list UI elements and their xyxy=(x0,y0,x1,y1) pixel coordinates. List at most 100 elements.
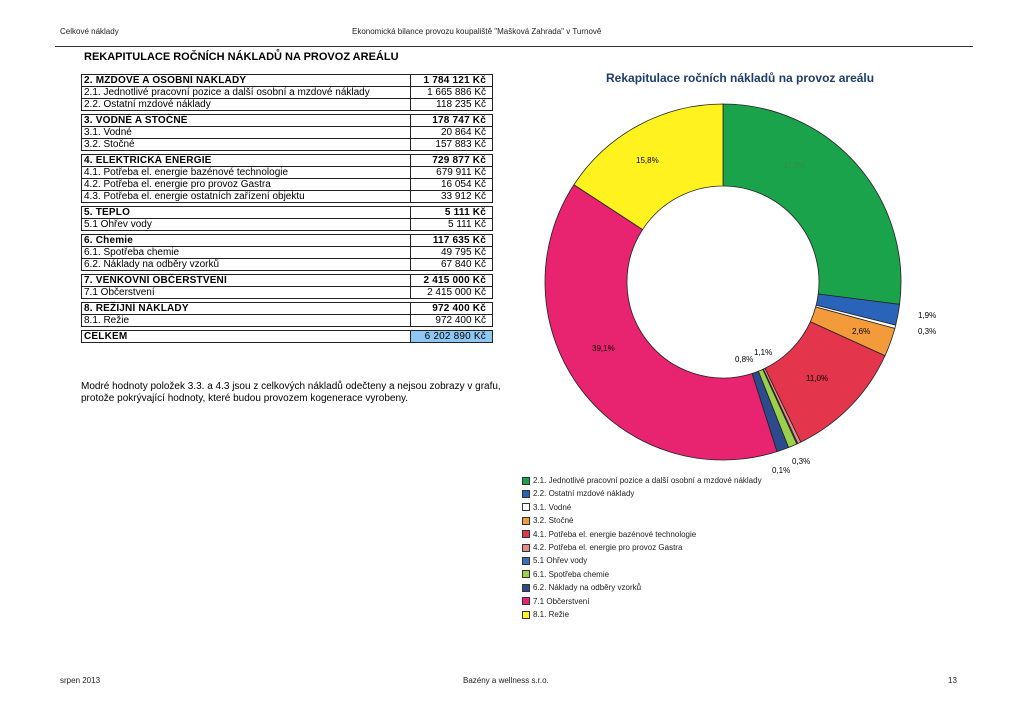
header-center-text: Ekonomická bilance provozu koupaliště "M… xyxy=(352,27,602,36)
row-label: 3.1. Vodné xyxy=(84,127,132,138)
cost-table: 2. MZDOVÉ A OSOBNÍ NÁKLADY 1 784 121 Kč 2.… xyxy=(81,74,493,343)
table-row: 2.2. Ostatní mzdové náklady 118 235 Kč xyxy=(82,99,492,111)
row-value: 20 864 Kč xyxy=(440,127,486,138)
row-value: 16 054 Kč xyxy=(440,179,486,190)
table-group-header: 8. REŽIJNÍ NÁKLADY 972 400 Kč xyxy=(82,303,492,315)
legend-swatch xyxy=(522,543,530,552)
legend-swatch xyxy=(522,570,530,579)
table-row: 6.2. Náklady na odběry vzorků 67 840 Kč xyxy=(82,259,492,271)
row-value: 2 415 000 Kč xyxy=(427,287,486,298)
legend-swatch xyxy=(522,610,530,619)
row-label: 6.1. Spotřeba chemie xyxy=(84,247,180,258)
row-label: 4.2. Potřeba el. energie pro provoz Gast… xyxy=(84,179,271,190)
table-row: 2.1. Jednotlivé pracovní pozice a další … xyxy=(82,87,492,99)
legend-swatch xyxy=(522,557,530,566)
table-group: 8. REŽIJNÍ NÁKLADY 972 400 Kč 8.1. Režie 97… xyxy=(81,302,493,327)
legend-label: 2.1. Jednotlivé pracovní pozice a další … xyxy=(533,476,762,485)
legend-swatch xyxy=(522,503,530,512)
row-value: 33 912 Kč xyxy=(440,191,486,202)
pie-slice-label: 1,9% xyxy=(918,311,936,320)
table-row: 6.1. Spotřeba chemie 49 795 Kč xyxy=(82,247,492,259)
pie-slice-label: 0,3% xyxy=(792,457,810,466)
table-group: 4. ELEKTRICKÁ ENERGIE 729 877 Kč 4.1. Potř… xyxy=(81,154,493,203)
table-row: 4.1. Potřeba el. energie bazénové techno… xyxy=(82,167,492,179)
legend-label: 7.1 Občerstvení xyxy=(533,596,590,606)
pie-slice xyxy=(722,103,902,305)
table-row: 5.1 Ohřev vody 5 111 Kč xyxy=(82,219,492,231)
legend-label: 4.2. Potřeba el. energie pro provoz Gast… xyxy=(533,542,683,552)
legend-item: 3.2. Stočné xyxy=(522,514,762,527)
pie-slice-label: 15,8% xyxy=(636,156,659,165)
table-row: 7.1 Občerstvení 2 415 000 Kč xyxy=(82,287,492,299)
legend-item: 4.2. Potřeba el. energie pro provoz Gast… xyxy=(522,541,762,554)
table-group-header: 7. VENKOVNÍ OBČERSTVENÍ 2 415 000 Kč xyxy=(82,275,492,287)
footer-date: srpen 2013 xyxy=(60,676,101,685)
pie-slice-label: 1,1% xyxy=(754,348,772,357)
row-label: 4.1. Potřeba el. energie bazénové techno… xyxy=(84,167,289,178)
row-value: 1 665 886 Kč xyxy=(427,87,486,98)
table-group-header: 5. TEPLO 5 111 Kč xyxy=(82,207,492,219)
pie-slice-label: 27,0% xyxy=(783,161,806,170)
legend-label: 8.1. Režie xyxy=(533,609,570,619)
header-rule xyxy=(55,46,973,47)
row-label: 7.1 Občerstvení xyxy=(84,287,155,298)
legend-label: 3.1. Vodné xyxy=(533,502,572,512)
row-value: 679 911 Kč xyxy=(436,167,486,178)
table-group-header: 2. MZDOVÉ A OSOBNÍ NÁKLADY 1 784 121 Kč xyxy=(82,75,492,87)
table-group: 2. MZDOVÉ A OSOBNÍ NÁKLADY 1 784 121 Kč 2.… xyxy=(81,74,493,111)
table-row: 4.3. Potřeba el. energie ostatních zaříz… xyxy=(82,191,492,203)
row-label: 8.1. Režie xyxy=(84,315,130,326)
legend-label: 6.2. Náklady na odběry vzorků xyxy=(533,583,642,593)
group-label: 6. Chemie xyxy=(84,235,134,246)
row-value: 972 400 Kč xyxy=(435,315,486,326)
row-value: 67 840 Kč xyxy=(440,259,486,270)
note-text: Modré hodnoty položek 3.3. a 4.3 jsou z … xyxy=(81,381,501,404)
legend-swatch xyxy=(522,597,530,606)
legend-swatch xyxy=(522,490,530,499)
legend-item: 7.1 Občerstvení xyxy=(522,595,762,608)
legend-label: 6.1. Spotřeba chemie xyxy=(533,569,610,579)
footer-page-number: 13 xyxy=(948,676,957,685)
table-group: 3. VODNÉ A STOČNÉ 178 747 Kč 3.1. Vodné 20 … xyxy=(81,114,493,151)
legend-item: 6.1. Spotřeba chemie xyxy=(522,568,762,581)
pie-slice-label: 0,8% xyxy=(735,355,753,364)
row-label: 4.3. Potřeba el. energie ostatních zaříz… xyxy=(84,191,305,202)
group-label: 2. MZDOVÉ A OSOBNÍ NÁKLADY xyxy=(84,75,247,86)
row-label: 6.2. Náklady na odběry vzorků xyxy=(84,259,220,270)
pie-slice-label: 0,3% xyxy=(918,327,936,336)
page-title: REKAPITULACE ROČNÍCH NÁKLADŮ NA PROVOZ A… xyxy=(84,51,399,63)
legend-item: 6.2. Náklady na odběry vzorků xyxy=(522,581,762,594)
row-label: 2.1. Jednotlivé pracovní pozice a další … xyxy=(84,87,370,98)
group-label: 7. VENKOVNÍ OBČERSTVENÍ xyxy=(84,275,227,286)
table-total-row: CELKEM 6 202 890 Kč xyxy=(82,331,492,343)
pie-slice-label: 2,6% xyxy=(852,327,870,336)
table-group-header: 3. VODNÉ A STOČNÉ 178 747 Kč xyxy=(82,115,492,127)
legend-label: 4.1. Potřeba el. energie bazénové techno… xyxy=(533,529,697,539)
group-value: 5 111 Kč xyxy=(444,207,486,218)
legend-item: 3.1. Vodné xyxy=(522,501,762,514)
legend-swatch xyxy=(522,583,530,592)
group-value: 117 635 Kč xyxy=(432,235,486,246)
pie-slice-label: 39,1% xyxy=(592,344,615,353)
table-row: 8.1. Režie 972 400 Kč xyxy=(82,315,492,327)
group-label: 5. TEPLO xyxy=(84,207,131,218)
row-value: 118 235 Kč xyxy=(436,99,486,110)
table-group: 5. TEPLO 5 111 Kč 5.1 Ohřev vody 5 111 Kč xyxy=(81,206,493,231)
table-row: 3.2. Stočné 157 883 Kč xyxy=(82,139,492,151)
row-value: 5 111 Kč xyxy=(448,219,486,230)
header-left-text: Celkové náklady xyxy=(60,27,119,36)
row-label: 5.1 Ohřev vody xyxy=(84,219,152,230)
footer-company: Bazény a wellness s.r.o. xyxy=(463,676,549,685)
table-group: 6. Chemie 117 635 Kč 6.1. Spotřeba chemie 4… xyxy=(81,234,493,271)
group-label: 8. REŽIJNÍ NÁKLADY xyxy=(84,303,189,314)
legend-swatch xyxy=(522,516,530,525)
legend-swatch xyxy=(522,476,530,485)
group-value: 972 400 Kč xyxy=(432,303,486,314)
row-value: 49 795 Kč xyxy=(440,247,486,258)
table-row: 3.1. Vodné 20 864 Kč xyxy=(82,127,492,139)
total-value: 6 202 890 Kč xyxy=(424,331,486,342)
row-label: 3.2. Stočné xyxy=(84,139,135,150)
table-group-header: 6. Chemie 117 635 Kč xyxy=(82,235,492,247)
table-group: 7. VENKOVNÍ OBČERSTVENÍ 2 415 000 Kč 7.1 O… xyxy=(81,274,493,299)
pie-slice-label: 11,0% xyxy=(806,374,828,383)
